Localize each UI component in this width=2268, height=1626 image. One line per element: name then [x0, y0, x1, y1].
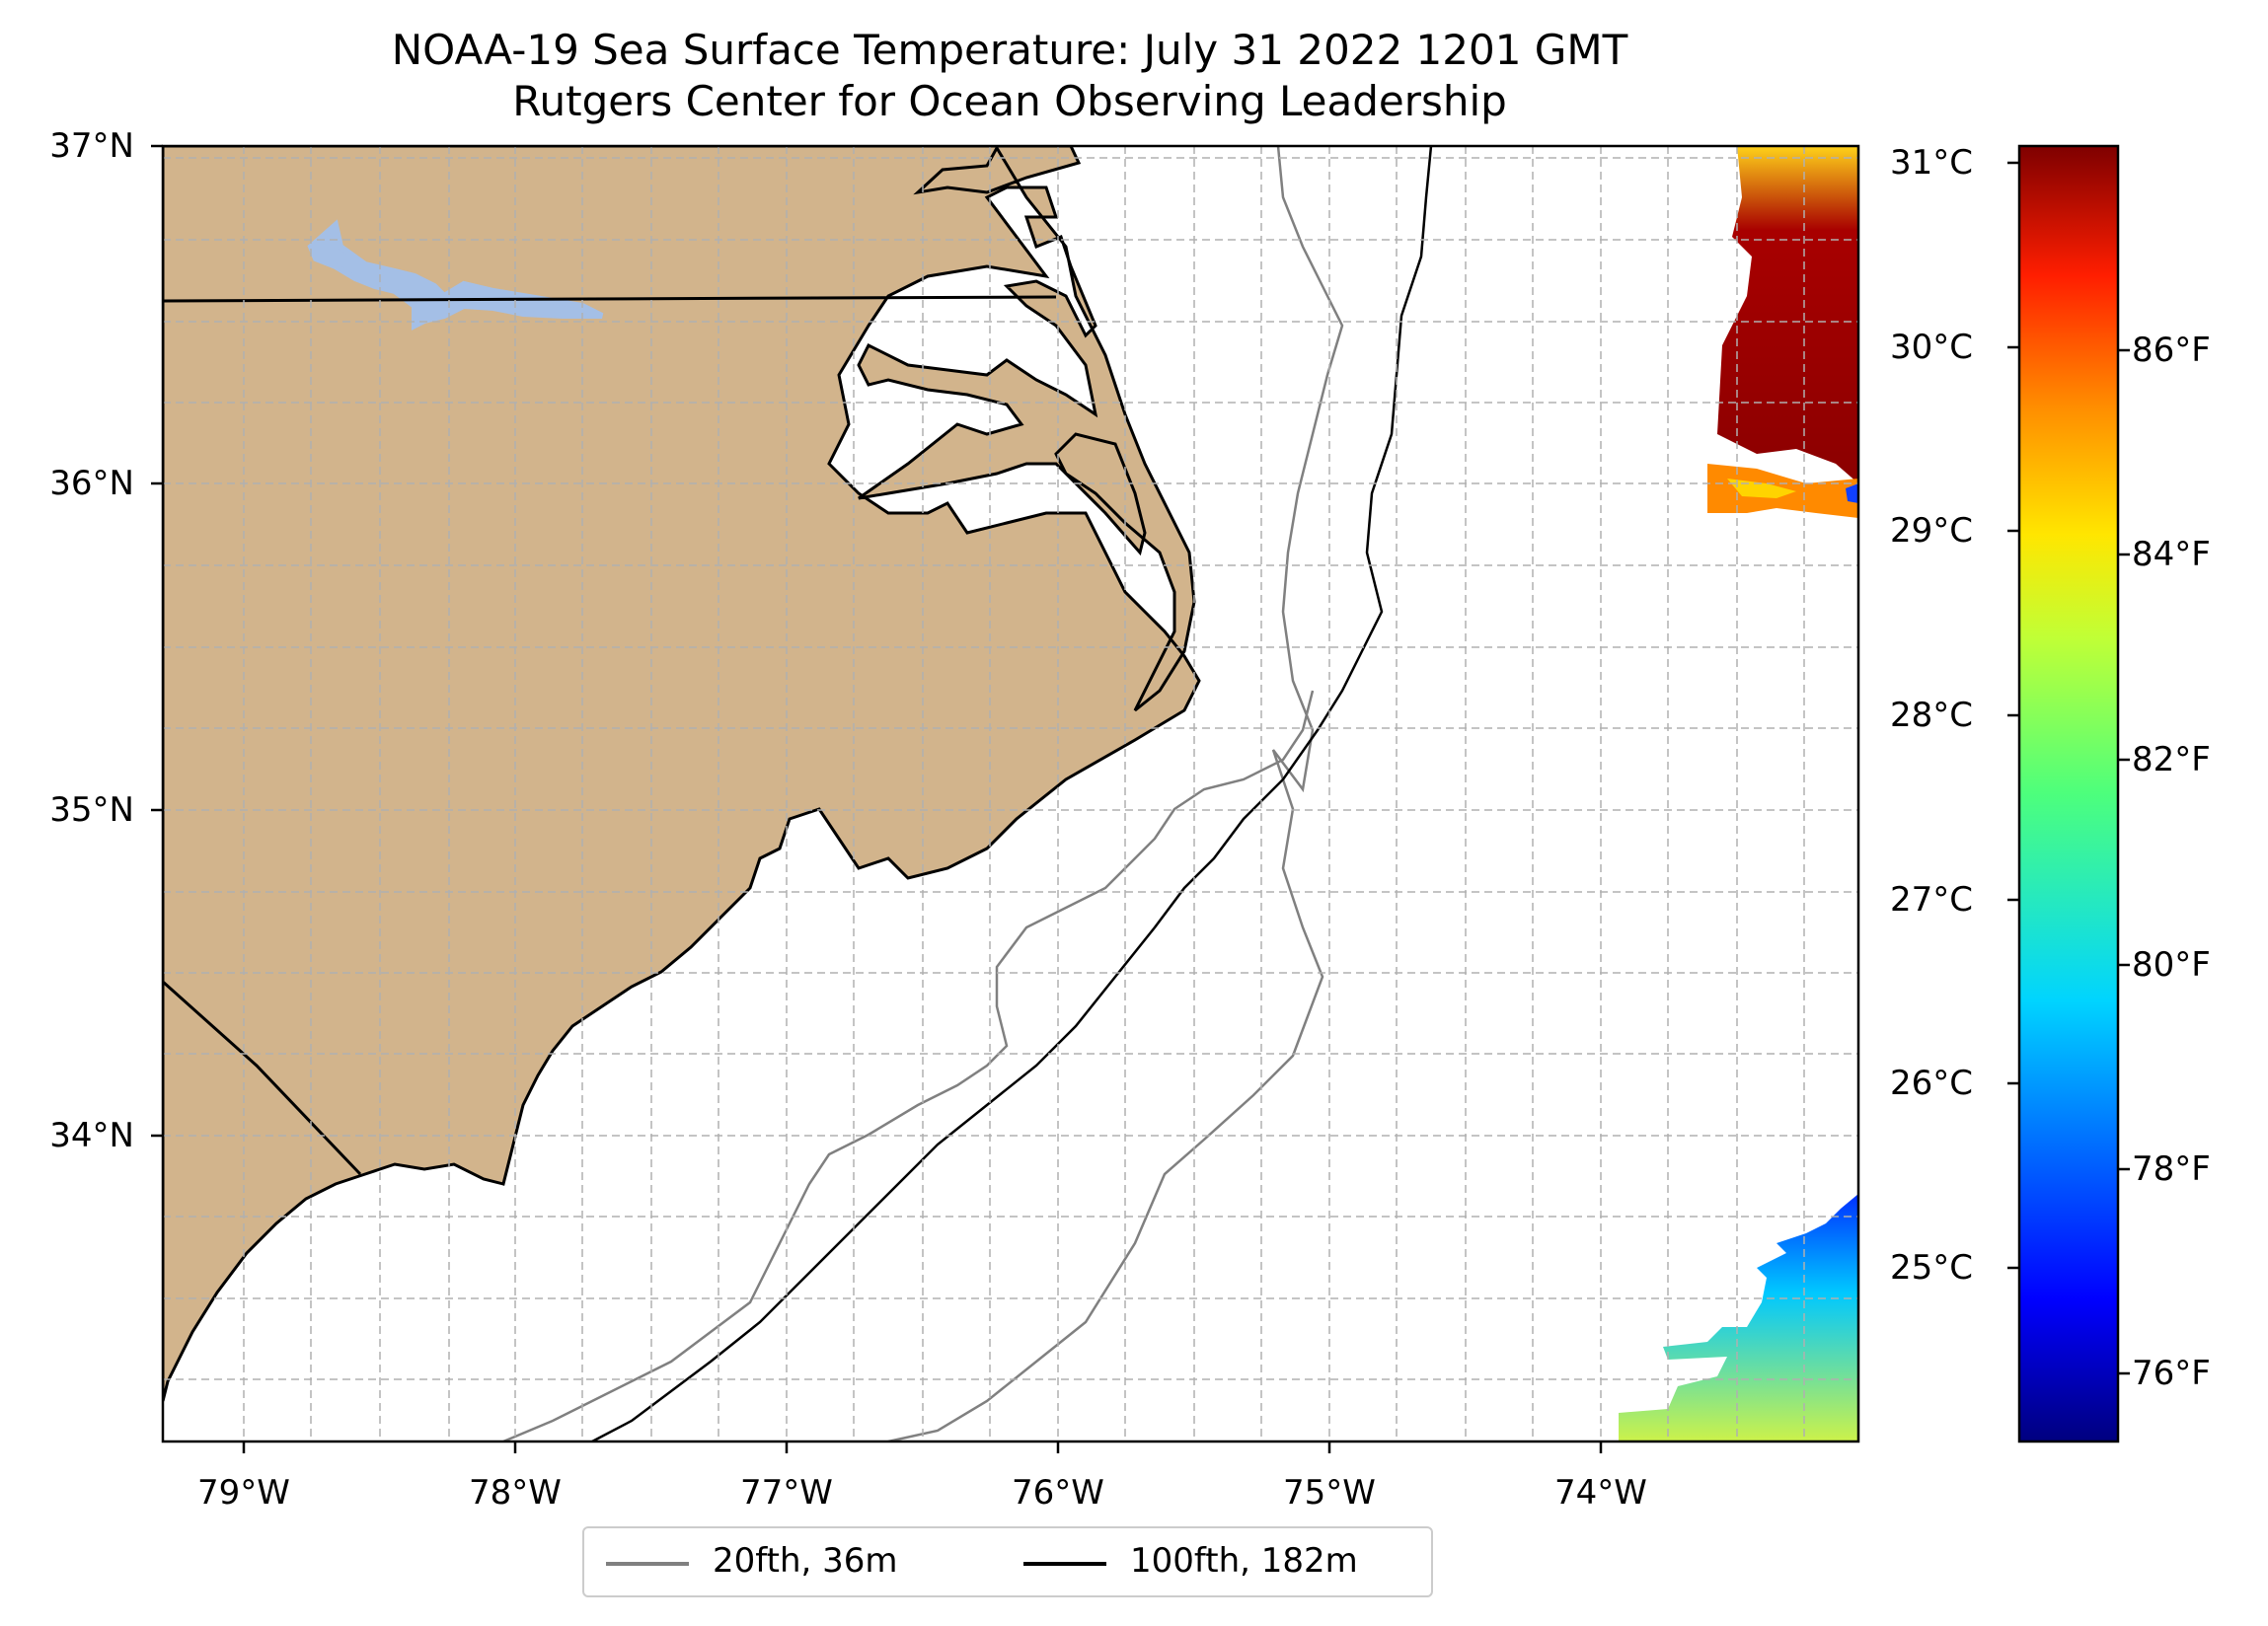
sst-blue-spot [1846, 483, 1858, 503]
legend-swatch-20fth [606, 1562, 689, 1566]
map-frame [161, 144, 1860, 1443]
graticule [163, 146, 1858, 1441]
lon-tick-78: 78°W [469, 1473, 562, 1513]
legend: 20fth, 36m 100fth, 182m [582, 1526, 1433, 1597]
land-mass [163, 146, 1201, 1402]
map-title: NOAA-19 Sea Surface Temperature: July 31… [391, 26, 1628, 74]
axis-ticks [151, 144, 1603, 1453]
colorbar-c-29: 29°C [1890, 511, 1974, 551]
map-subtitle: Rutgers Center for Ocean Observing Leade… [512, 77, 1507, 125]
colorbar-f-82: 82°F [2132, 740, 2211, 779]
legend-label-100fth: 100fth, 182m [1130, 1541, 1358, 1581]
colorbar [2017, 144, 2120, 1443]
lat-tick-36: 36°N [49, 464, 134, 503]
colorbar-c-27: 27°C [1890, 880, 1974, 920]
colorbar-c-31: 31°C [1890, 143, 1974, 183]
isobath-100fth [591, 146, 1433, 1441]
sst-cool-patch [1619, 1194, 1858, 1441]
colorbar-f-84: 84°F [2132, 535, 2211, 574]
lon-tick-76: 76°W [1012, 1473, 1104, 1513]
legend-label-20fth: 20fth, 36m [713, 1541, 898, 1581]
sst-warm-patch [1717, 146, 1858, 483]
lon-tick-77: 77°W [740, 1473, 833, 1513]
colorbar-c-30: 30°C [1890, 328, 1974, 367]
isobath-20fth-shelf [502, 690, 1315, 1441]
colorbar-c-25: 25°C [1890, 1248, 1974, 1288]
lat-tick-37: 37°N [49, 126, 134, 166]
colorbar-f-80: 80°F [2132, 945, 2211, 985]
state-border-nc-sc [163, 980, 362, 1176]
lat-tick-34: 34°N [49, 1116, 134, 1155]
lon-tick-75: 75°W [1283, 1473, 1376, 1513]
colorbar-c-28: 28°C [1890, 696, 1974, 735]
colorbar-c-26: 26°C [1890, 1064, 1974, 1103]
colorbar-f-78: 78°F [2132, 1149, 2211, 1189]
colorbar-ticks [2007, 161, 2130, 1375]
lon-tick-74: 74°W [1554, 1473, 1647, 1513]
state-border-va-nc [163, 295, 1057, 303]
lon-tick-79: 79°W [197, 1473, 290, 1513]
colorbar-f-76: 76°F [2132, 1354, 2211, 1393]
lat-tick-35: 35°N [49, 790, 134, 830]
colorbar-f-86: 86°F [2132, 331, 2211, 370]
legend-swatch-100fth [1023, 1562, 1106, 1566]
